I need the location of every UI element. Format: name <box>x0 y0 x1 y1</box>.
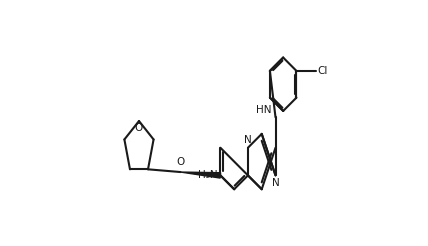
Polygon shape <box>181 172 220 178</box>
Text: HN: HN <box>256 105 272 115</box>
Text: O: O <box>135 123 143 133</box>
Text: Cl: Cl <box>318 66 328 76</box>
Text: H₂N: H₂N <box>198 170 218 180</box>
Text: N: N <box>244 135 252 145</box>
Text: N: N <box>272 178 279 188</box>
Text: O: O <box>176 157 185 167</box>
